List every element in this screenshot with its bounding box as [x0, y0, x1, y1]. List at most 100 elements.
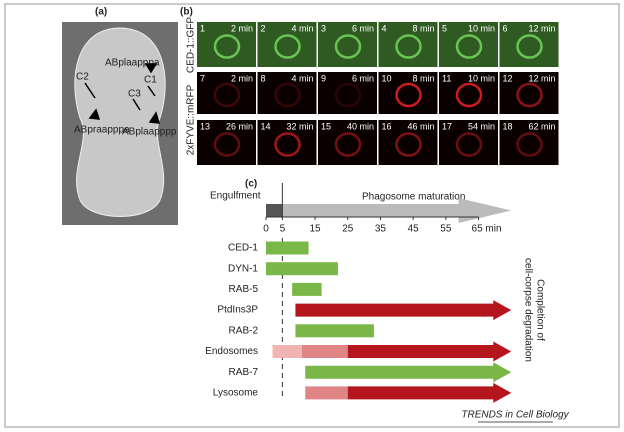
tick-label: 45	[408, 224, 420, 235]
tile-time: 6 min	[352, 73, 374, 83]
tile	[318, 120, 377, 165]
vesicle	[516, 34, 543, 59]
bar-label: PtdIns3P	[217, 305, 258, 316]
bar	[292, 282, 322, 296]
bar	[305, 386, 348, 400]
cell-labels: ABplaapppa C2 C1 C3 ABpraapppa ABplaappp…	[74, 58, 177, 138]
tile-time: 40 min	[347, 121, 374, 131]
vesicle	[274, 132, 301, 157]
row-label: CED-1::GFP	[186, 17, 197, 73]
cell-label: ABpraapppa	[74, 125, 130, 136]
tile	[318, 22, 377, 67]
timeline: Engulfment Phagosome maturation 0 5 15 25 35 45…	[205, 183, 512, 403]
bar	[301, 345, 348, 358]
vesicle	[395, 34, 422, 59]
tile	[439, 22, 498, 67]
tile-time: 26 min	[226, 121, 253, 131]
tile-index: 5	[442, 23, 447, 33]
tile-index: 3	[321, 23, 326, 33]
cell-label: C2	[76, 72, 89, 83]
panel-label: (b)	[180, 7, 193, 18]
tile-time: 46 min	[407, 121, 434, 131]
tile-time: 2 min	[231, 23, 253, 33]
tile-time: 4 min	[291, 23, 313, 33]
bar-label: DYN-1	[228, 263, 258, 274]
tile-time: 62 min	[528, 121, 555, 131]
row-label: 2xFYVE::mRFP	[186, 84, 197, 155]
tick-label: 15	[309, 224, 321, 235]
frame	[4, 3, 620, 428]
tile-index: 9	[321, 73, 326, 83]
vesicle	[213, 34, 241, 59]
tile-time: 10 min	[468, 73, 495, 83]
tile	[378, 120, 438, 165]
tick-label: 35	[375, 224, 387, 235]
cell-label: C3	[128, 89, 141, 100]
tile-index: 4	[382, 23, 387, 33]
vesicle	[516, 132, 543, 157]
tile-time: 6 min	[352, 23, 374, 33]
tile	[257, 120, 317, 165]
tile-time: 12 min	[528, 23, 555, 33]
tick-label: 0	[263, 224, 269, 235]
tile	[257, 72, 317, 114]
tile-index: 6	[503, 23, 508, 33]
embryo	[74, 27, 166, 217]
cell-label: C1	[144, 75, 157, 86]
side-label: Completion of	[534, 279, 545, 341]
tile	[318, 72, 377, 114]
maturation-label: Phagosome maturation	[362, 192, 465, 203]
tile	[499, 22, 559, 67]
vesicle	[334, 82, 362, 108]
vesicle	[516, 82, 543, 108]
vesicle	[213, 82, 241, 108]
vesicle	[395, 82, 422, 108]
bar	[272, 345, 302, 358]
tick-label: 25	[342, 224, 354, 235]
tick-label: 65 min	[472, 224, 502, 235]
panel-label: (a)	[95, 7, 107, 18]
panel-label: (c)	[245, 179, 257, 190]
arrows	[84, 63, 161, 124]
tile-index: 10	[382, 73, 392, 83]
bar-arrow	[347, 382, 512, 403]
cell-label: ABplaapppa	[105, 58, 160, 69]
vesicle	[455, 82, 483, 108]
tile	[378, 22, 438, 67]
bar-label: RAB-5	[229, 284, 259, 295]
cell-label: ABplaapppp	[122, 127, 177, 138]
bar	[266, 241, 309, 255]
tile-time: 2 min	[231, 73, 253, 83]
tile-index: 11	[442, 73, 451, 83]
vesicle	[334, 132, 362, 157]
engulfment-bar	[266, 204, 283, 217]
tile-time: 32 min	[286, 121, 313, 131]
bar	[295, 324, 374, 338]
bar-label: RAB-2	[229, 325, 259, 336]
engulfment-label: Engulfment	[210, 191, 261, 202]
tile	[499, 120, 559, 165]
tile	[439, 120, 498, 165]
vesicle	[395, 132, 422, 157]
tile-index: 12	[503, 73, 513, 83]
vesicle	[334, 34, 362, 59]
vesicle	[455, 34, 483, 59]
vesicle	[274, 34, 301, 59]
bar-label: CED-1	[228, 243, 258, 254]
tile-time: 8 min	[412, 23, 434, 33]
tile-index: 16	[382, 121, 392, 131]
bar-arrow	[347, 341, 512, 362]
tile	[197, 120, 256, 165]
tick-label: 5	[280, 224, 286, 235]
vesicle	[274, 82, 301, 108]
tick-label: 55	[440, 224, 452, 235]
vesicle	[213, 132, 241, 157]
tile-time: 54 min	[468, 121, 495, 131]
tile-index: 8	[261, 73, 266, 83]
tile-index: 7	[200, 73, 205, 83]
tile-index: 17	[442, 121, 452, 131]
tile-index: 14	[261, 121, 271, 131]
tile-index: 15	[321, 121, 331, 131]
